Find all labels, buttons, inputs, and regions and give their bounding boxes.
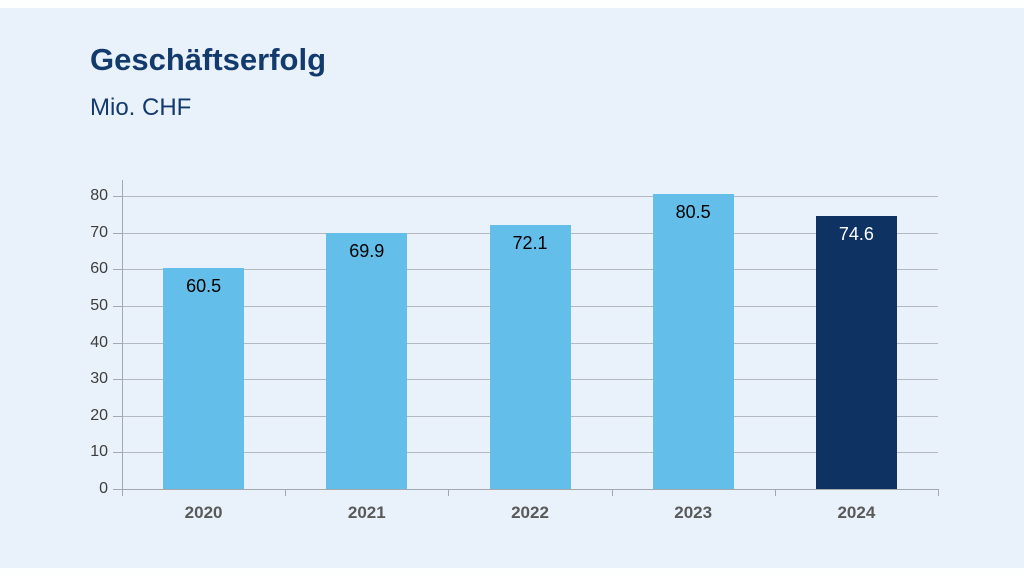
y-axis-tick	[113, 196, 122, 198]
y-axis-tick-label: 30	[90, 370, 108, 388]
page-title: Geschäftserfolg	[90, 42, 327, 77]
y-axis-tick	[113, 269, 122, 271]
bottom-strip	[0, 568, 1024, 576]
x-category-label: 2022	[511, 503, 549, 522]
y-axis-tick-label: 10	[90, 443, 108, 461]
y-axis-tick	[113, 452, 122, 454]
y-axis-tick-label: 70	[90, 223, 108, 241]
x-axis-tick	[285, 489, 287, 496]
y-axis-tick-label: 60	[90, 260, 108, 278]
bar-value-label: 80.5	[675, 202, 711, 223]
y-axis-tick-label: 80	[90, 187, 108, 205]
y-axis-tick-label: 40	[90, 333, 108, 351]
x-category-label: 2020	[184, 503, 223, 522]
x-axis-tick	[448, 489, 450, 496]
x-axis-line	[122, 489, 938, 490]
y-axis-line	[122, 180, 123, 496]
y-axis-tick	[113, 342, 122, 344]
x-axis-tick	[122, 489, 123, 496]
bar-value-label: 60.5	[186, 275, 222, 296]
x-category-label: 2023	[674, 503, 713, 522]
y-axis-tick	[113, 306, 122, 307]
y-axis-tick	[113, 489, 122, 490]
top-strip	[0, 0, 1024, 8]
bar-2021: 69.9	[326, 233, 408, 489]
bar-value-label: 69.9	[349, 241, 385, 262]
y-axis-tick	[113, 379, 122, 381]
bar-2020: 60.5	[163, 267, 245, 489]
x-category-label: 2021	[347, 503, 386, 522]
x-axis-tick	[938, 489, 939, 496]
y-axis-tick-label: 20	[90, 406, 108, 424]
x-category-label: 2024	[837, 503, 876, 522]
bar-2024: 74.6	[815, 215, 897, 489]
y-axis-tick	[113, 232, 122, 234]
bar-2022: 72.1	[489, 225, 571, 489]
y-axis-tick	[113, 415, 122, 417]
bar-value-label: 72.1	[512, 233, 548, 254]
y-axis-tick-label: 50	[90, 297, 108, 314]
bar-value-label: 74.6	[838, 223, 874, 244]
x-axis-tick	[774, 489, 776, 496]
bar-2023: 80.5	[652, 194, 734, 489]
gridline	[122, 196, 938, 198]
page-subtitle: Mio. CHF	[90, 94, 192, 121]
y-axis-tick-label: 0	[99, 480, 108, 497]
x-axis-tick	[611, 489, 613, 496]
